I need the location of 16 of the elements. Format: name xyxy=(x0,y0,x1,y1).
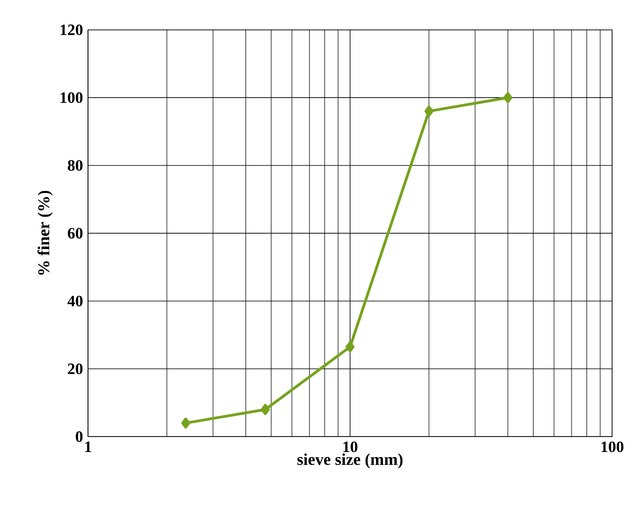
x-tick-label: 10 xyxy=(343,441,358,452)
y-tick-label: 20 xyxy=(68,363,83,374)
y-tick-label: 80 xyxy=(68,160,83,171)
y-axis-title: % finer (%) xyxy=(38,190,53,275)
y-tick-label: 100 xyxy=(60,92,83,103)
y-tick-label: 40 xyxy=(68,296,83,306)
point xyxy=(424,106,434,117)
x-tick-label: 1 xyxy=(85,441,92,452)
y-tick-label: 60 xyxy=(68,228,83,238)
x-tick-label: 100 xyxy=(602,441,624,452)
point xyxy=(503,92,512,104)
point xyxy=(260,404,270,415)
y-tick-label: 0 xyxy=(76,431,83,442)
x-axis-title: sieve size (mm) xyxy=(297,453,403,468)
y-tick-label: 120 xyxy=(60,24,83,36)
point xyxy=(181,417,190,428)
